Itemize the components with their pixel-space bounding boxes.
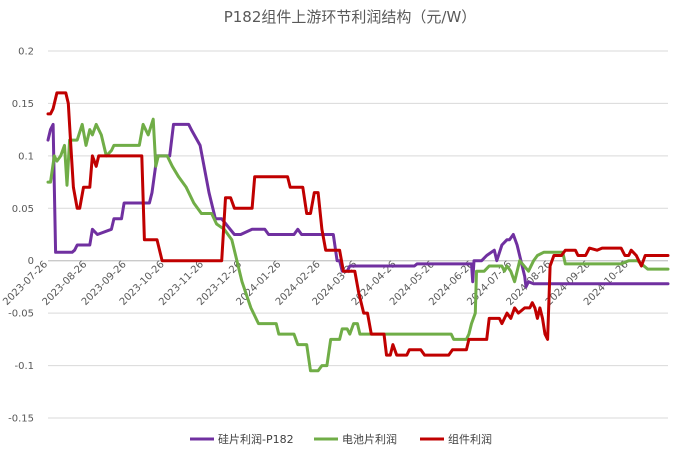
y-tick-label: 0.2 — [18, 47, 34, 58]
legend-label-1: 硅片利润-P182 — [218, 432, 294, 446]
y-tick-label: 0.1 — [18, 151, 34, 162]
y-tick-label: 0 — [28, 256, 34, 267]
legend-label-3: 组件利润 — [448, 432, 492, 446]
series-line-1 — [46, 122, 670, 289]
y-tick-label: -0.1 — [14, 361, 34, 372]
y-tick-label: -0.15 — [8, 414, 34, 425]
chart-title: P182组件上游环节利润结构（元/W） — [223, 8, 477, 26]
y-tick-label: 0.15 — [12, 99, 34, 110]
legend-label-2: 电池片利润 — [342, 432, 397, 446]
series-line-2 — [46, 117, 670, 373]
y-tick-label: 0.05 — [12, 204, 34, 215]
series-line-3 — [46, 91, 670, 357]
y-tick-label: -0.05 — [8, 309, 34, 320]
